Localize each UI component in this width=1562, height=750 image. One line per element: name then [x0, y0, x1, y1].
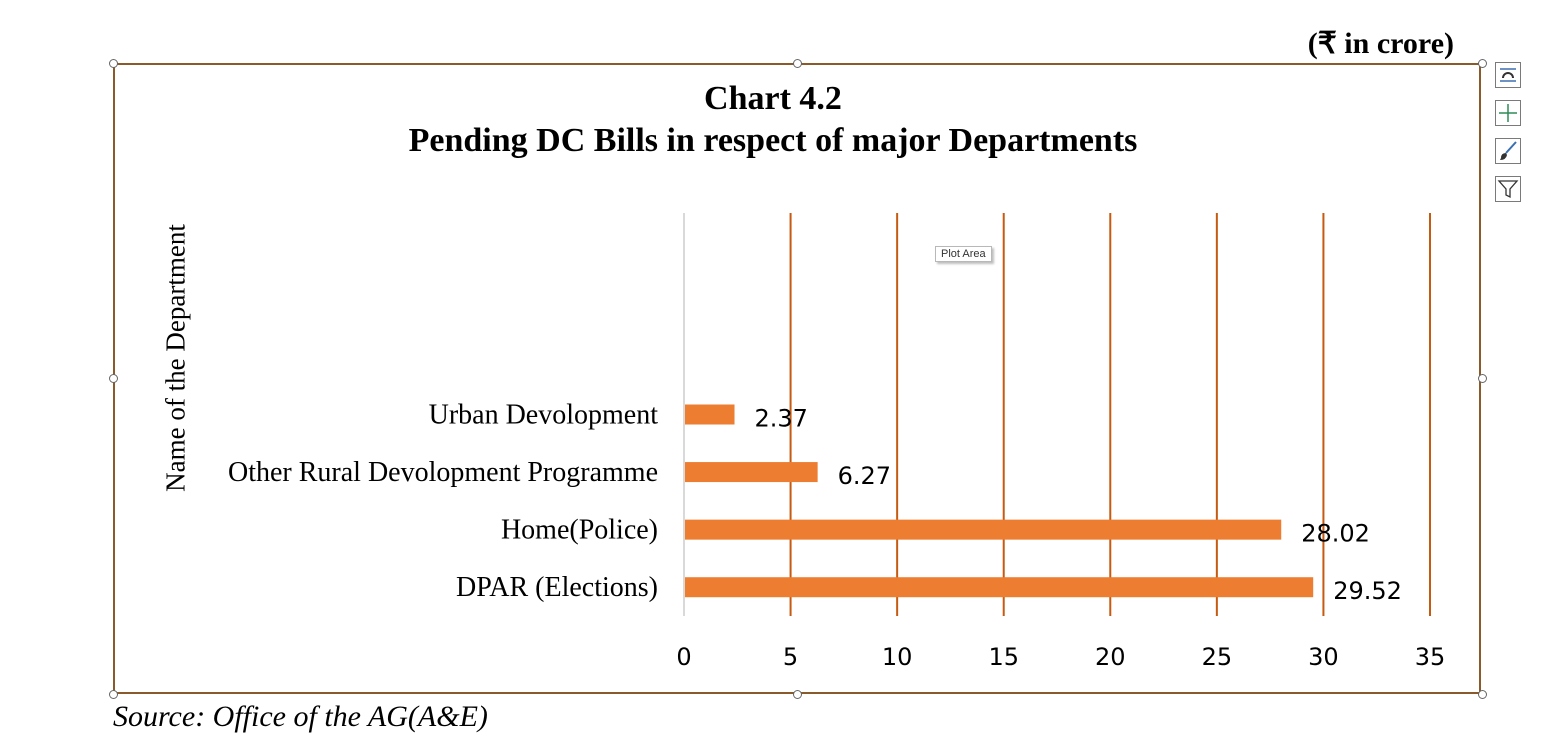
x-tick-label: 10: [882, 643, 913, 671]
data-label: 6.27: [838, 462, 891, 490]
resize-handle-middle-right[interactable]: [1478, 374, 1487, 383]
unit-note: (₹ in crore): [1307, 27, 1454, 60]
resize-handle-bottom-right[interactable]: [1478, 690, 1487, 699]
category-label: Other Rural Devolopment Programme: [228, 457, 658, 488]
resize-handle-top-right[interactable]: [1478, 59, 1487, 68]
resize-handle-bottom-center[interactable]: [793, 690, 802, 699]
chart-styles-brush-icon[interactable]: [1495, 138, 1521, 164]
x-tick-label: 30: [1308, 643, 1339, 671]
bar[interactable]: [685, 404, 735, 425]
x-tick-label: 0: [676, 643, 691, 671]
chart-subtitle: Pending DC Bills in respect of major Dep…: [408, 122, 1138, 159]
source-note: Source: Office of the AG(A&E): [113, 700, 488, 733]
chart-filter-icon[interactable]: [1495, 176, 1521, 202]
resize-handle-top-center[interactable]: [793, 59, 802, 68]
x-tick-label: 25: [1202, 643, 1233, 671]
chart-elements-plus-icon[interactable]: [1495, 100, 1521, 126]
resize-handle-bottom-left[interactable]: [109, 690, 118, 699]
x-tick-label: 5: [783, 643, 798, 671]
x-tick-label: 20: [1095, 643, 1126, 671]
category-label: Urban Devolopment: [429, 400, 659, 431]
bar[interactable]: [685, 519, 1282, 540]
data-label: 2.37: [755, 405, 808, 433]
category-label: DPAR (Elections): [456, 572, 658, 603]
chart-title-block[interactable]: Chart 4.2 Pending DC Bills in respect of…: [113, 78, 1433, 162]
bar[interactable]: [685, 577, 1314, 598]
resize-handle-top-left[interactable]: [109, 59, 118, 68]
chart-layout-icon[interactable]: [1495, 62, 1521, 88]
plot-area-tooltip: Plot Area: [935, 246, 992, 262]
bar[interactable]: [685, 462, 818, 483]
x-tick-label: 15: [988, 643, 1019, 671]
data-label: 28.02: [1301, 520, 1370, 548]
category-label: Home(Police): [501, 515, 658, 546]
resize-handle-middle-left[interactable]: [109, 374, 118, 383]
x-tick-label: 35: [1415, 643, 1446, 671]
chart-title: Chart 4.2: [704, 80, 842, 117]
data-label: 29.52: [1333, 577, 1402, 605]
